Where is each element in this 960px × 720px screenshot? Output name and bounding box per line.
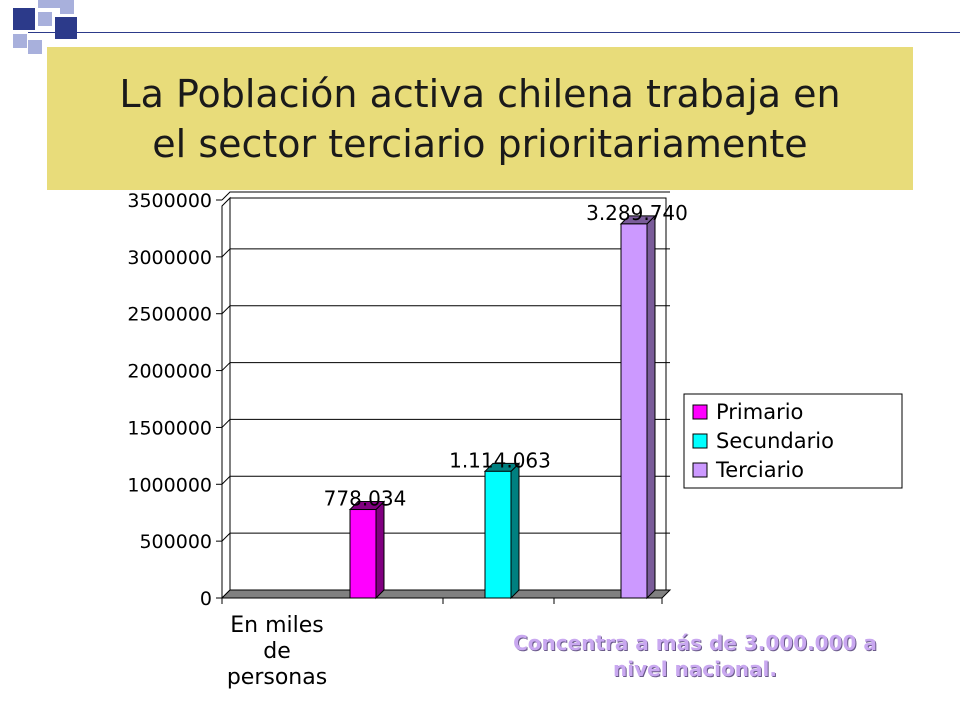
slide-title-line: el sector terciario prioritariamente	[152, 121, 808, 166]
data-label: 1.114.063	[449, 448, 551, 472]
legend-swatch-terciario	[692, 462, 708, 478]
decorative-square	[13, 8, 35, 30]
chart-plot-area	[229, 197, 667, 591]
y-tick-label: 3500000	[127, 190, 212, 212]
x-category-label: En miles	[230, 613, 324, 638]
legend-entry-secundario: Secundario	[716, 429, 834, 453]
bar-terciario	[620, 223, 648, 599]
decorative-square	[28, 40, 42, 54]
gridline	[221, 362, 670, 371]
gridline	[221, 532, 670, 542]
summary-note-line: Concentra a más de 3.000.000 a	[513, 631, 877, 655]
bar-primario	[349, 509, 377, 599]
y-tick-label: 3000000	[127, 247, 212, 269]
decorative-line	[28, 32, 960, 33]
y-tick-label: 1500000	[127, 417, 212, 439]
slide-title: La Población activa chilena trabaja en e…	[47, 47, 913, 190]
bar-side-terciario	[646, 214, 656, 600]
y-tick-label: 2000000	[127, 361, 212, 383]
y-tick-label: 2500000	[127, 304, 212, 326]
legend-box	[683, 393, 903, 489]
bar-side-secundario	[510, 462, 520, 600]
legend-swatch-secundario	[692, 433, 708, 449]
x-category-label: personas	[227, 665, 327, 690]
decorative-square	[13, 34, 27, 48]
bar-side-primario	[375, 500, 385, 600]
gridline	[221, 305, 670, 315]
legend-entry-terciario: Terciario	[715, 458, 804, 482]
gridline	[221, 191, 670, 201]
legend-entry-primario: Primario	[716, 400, 803, 424]
y-tick-label: 0	[200, 588, 212, 610]
data-label: 778.034	[324, 487, 407, 511]
summary-note-line: nivel nacional.	[613, 657, 777, 681]
y-tick-label: 1000000	[127, 474, 212, 496]
summary-note: Concentra a más de 3.000.000 a nivel nac…	[470, 630, 920, 682]
chart-floor	[220, 589, 672, 599]
gridline	[221, 248, 670, 258]
x-category-label: de	[263, 639, 291, 664]
slide-title-line: La Población activa chilena trabaja en	[119, 71, 841, 116]
chart-side-wall	[221, 196, 231, 600]
gridline	[221, 475, 670, 485]
decorative-square	[55, 17, 77, 39]
decorative-square	[38, 0, 60, 8]
y-tick-label: 500000	[139, 531, 212, 553]
decorative-square	[38, 12, 52, 26]
decorative-square	[60, 0, 74, 14]
bar-secundario	[484, 470, 512, 599]
legend-swatch-primario	[692, 404, 708, 420]
gridline	[221, 418, 670, 428]
data-label: 3.289.740	[586, 201, 688, 225]
